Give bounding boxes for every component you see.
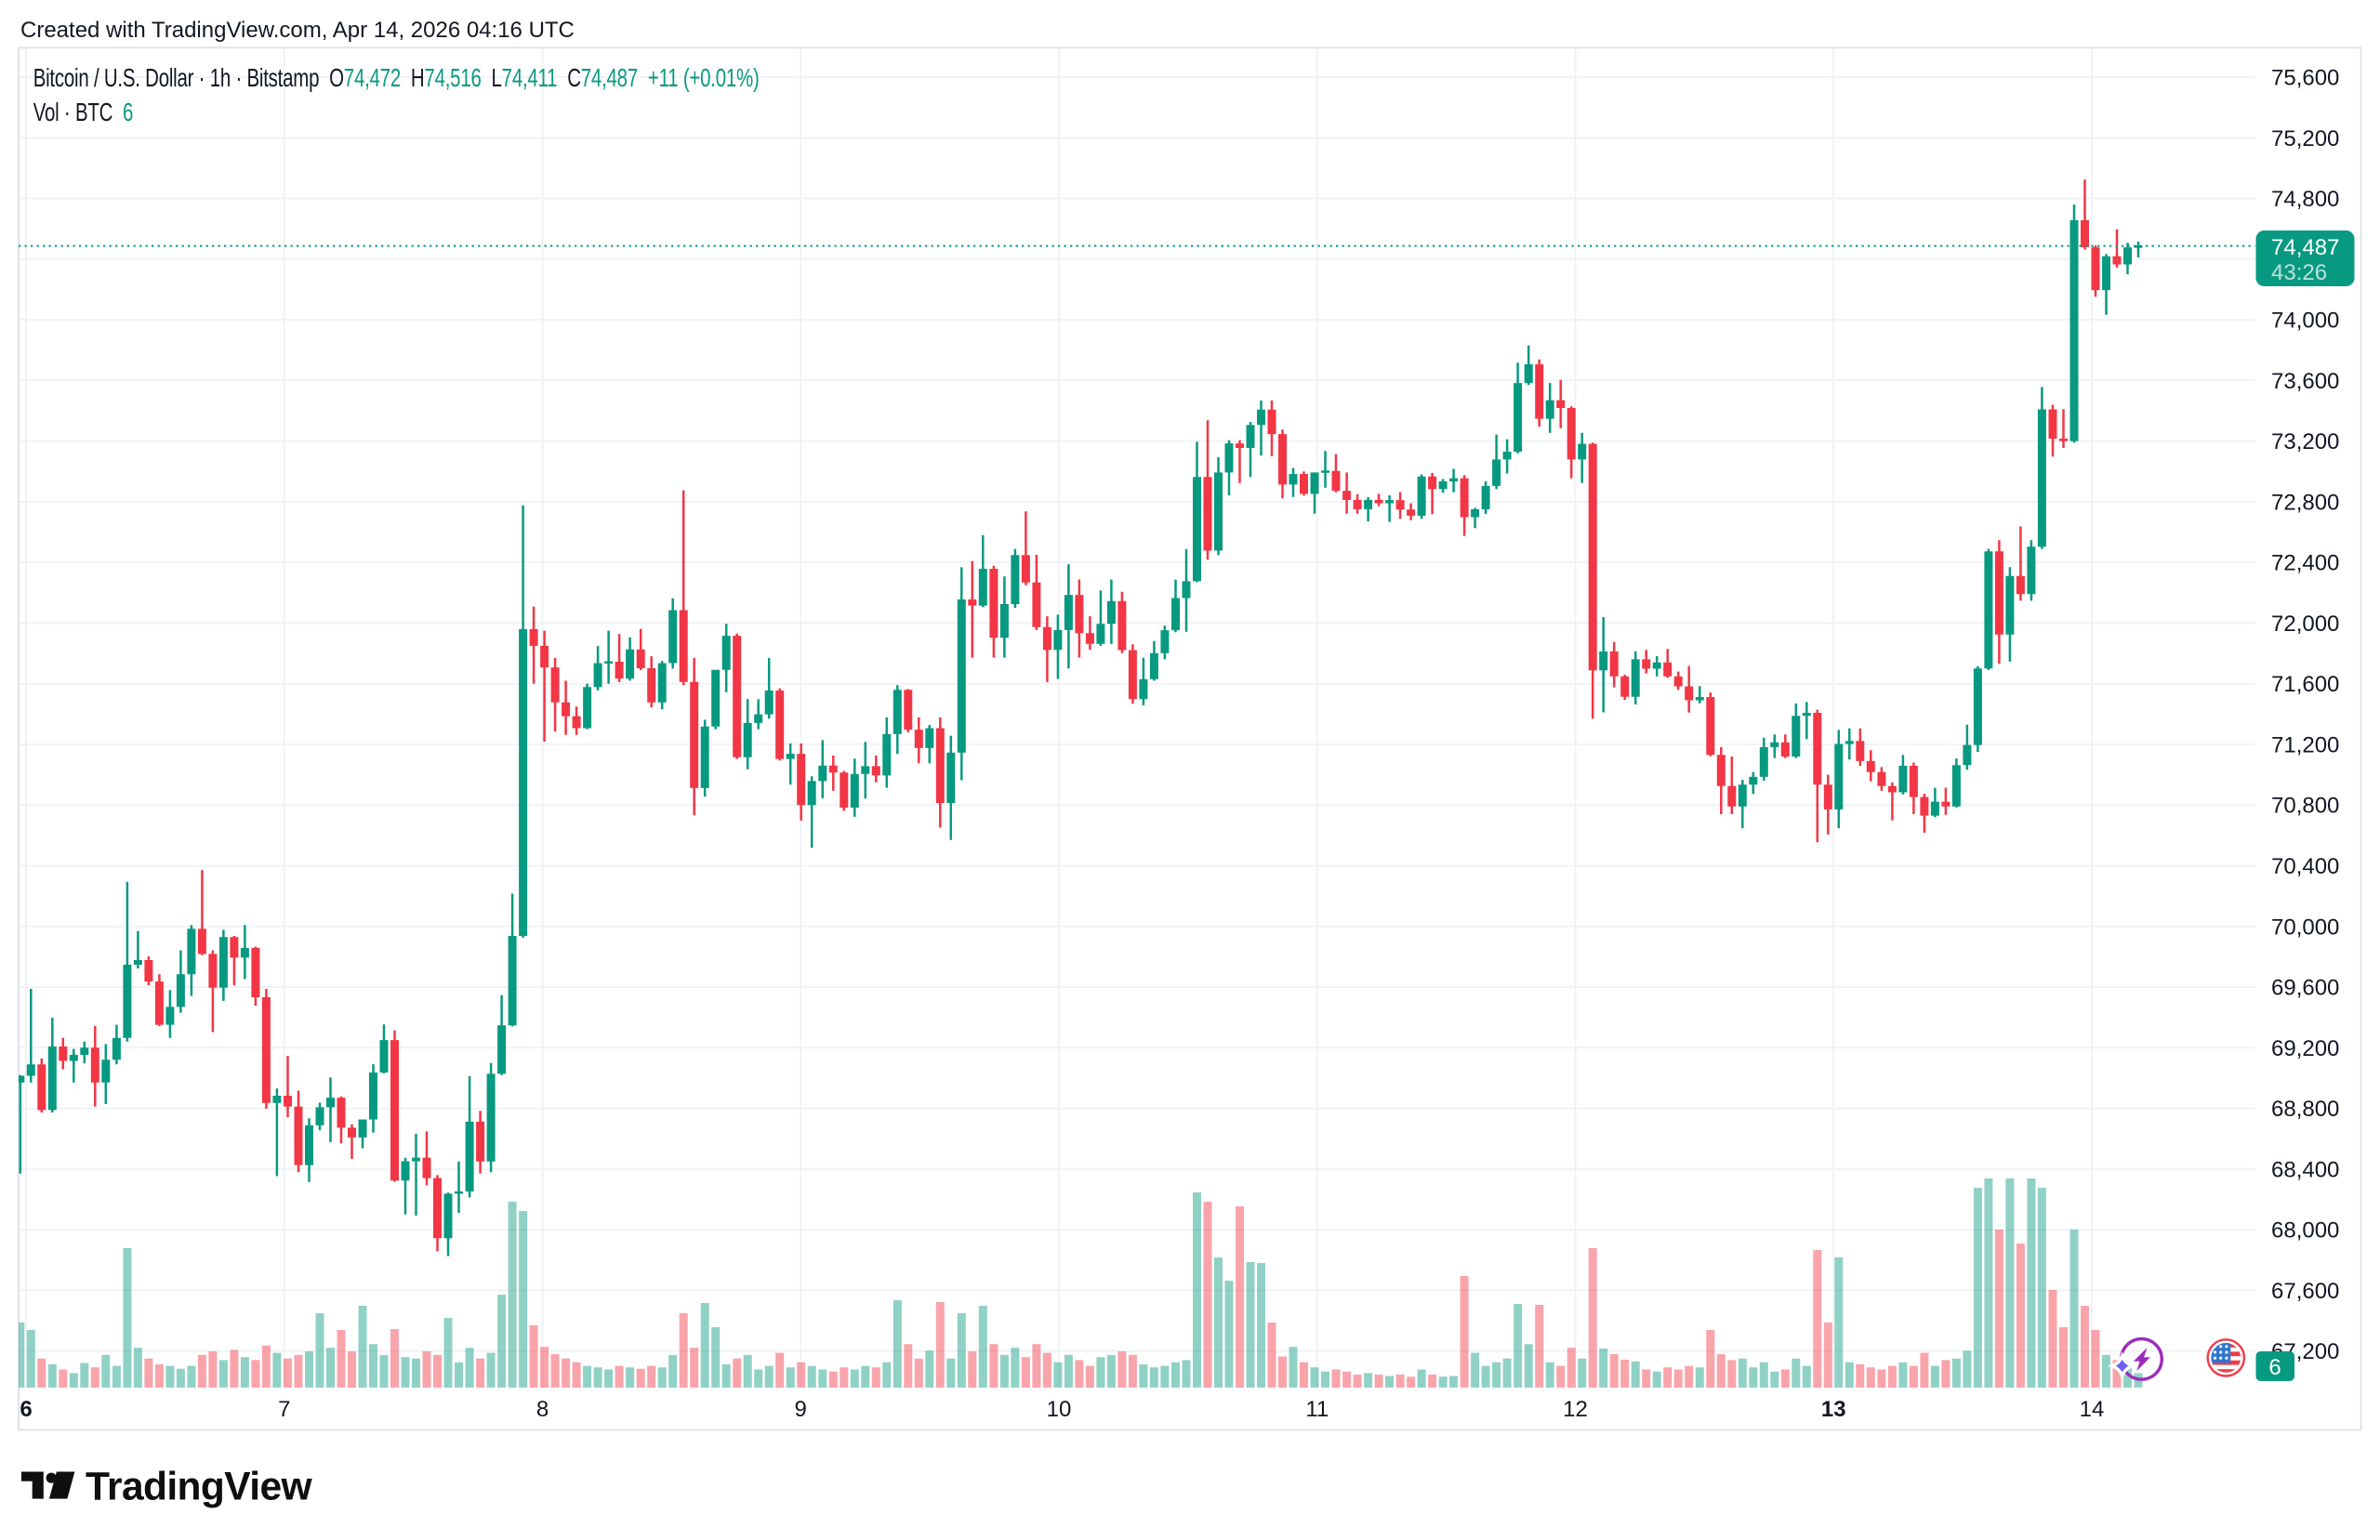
- svg-text:68,000: 68,000: [2271, 1218, 2339, 1244]
- svg-text:74,487: 74,487: [2271, 235, 2339, 260]
- svg-text:6: 6: [20, 1397, 32, 1422]
- svg-text:75,200: 75,200: [2271, 126, 2339, 151]
- svg-text:43:26: 43:26: [2271, 260, 2327, 285]
- svg-text:9: 9: [795, 1397, 807, 1422]
- svg-text:TradingView: TradingView: [86, 1466, 313, 1509]
- svg-text:13: 13: [1821, 1397, 1846, 1422]
- svg-text:10: 10: [1047, 1397, 1072, 1422]
- svg-text:Vol · BTC 6: Vol · BTC 6: [33, 99, 134, 127]
- svg-text:73,600: 73,600: [2271, 369, 2339, 394]
- svg-text:73,200: 73,200: [2271, 429, 2339, 454]
- svg-text:72,400: 72,400: [2271, 551, 2339, 576]
- svg-text:74,800: 74,800: [2271, 187, 2339, 212]
- svg-text:68,400: 68,400: [2271, 1157, 2339, 1182]
- svg-text:68,800: 68,800: [2271, 1097, 2339, 1122]
- svg-text:69,200: 69,200: [2271, 1036, 2339, 1061]
- svg-text:69,600: 69,600: [2271, 976, 2339, 1001]
- svg-text:12: 12: [1563, 1397, 1588, 1422]
- svg-text:72,000: 72,000: [2271, 612, 2339, 637]
- svg-text:71,600: 71,600: [2271, 672, 2339, 697]
- svg-text:72,800: 72,800: [2271, 490, 2339, 515]
- svg-text:67,600: 67,600: [2271, 1279, 2339, 1304]
- svg-text:6: 6: [2268, 1355, 2281, 1380]
- svg-text:7: 7: [278, 1397, 290, 1422]
- svg-text:Created with TradingView.com,: Created with TradingView.com, Apr 14, 20…: [20, 18, 575, 43]
- svg-text:14: 14: [2080, 1397, 2105, 1422]
- svg-text:75,600: 75,600: [2271, 66, 2339, 91]
- svg-text:8: 8: [536, 1397, 549, 1422]
- svg-text:71,200: 71,200: [2271, 732, 2339, 757]
- svg-text:11: 11: [1305, 1397, 1329, 1422]
- svg-text:70,400: 70,400: [2271, 854, 2339, 879]
- svg-text:70,800: 70,800: [2271, 794, 2339, 819]
- svg-text:70,000: 70,000: [2271, 915, 2339, 940]
- svg-text:Bitcoin / U.S. Dollar · 1h · B: Bitcoin / U.S. Dollar · 1h · Bitstamp O7…: [33, 64, 760, 93]
- svg-text:74,000: 74,000: [2271, 309, 2339, 334]
